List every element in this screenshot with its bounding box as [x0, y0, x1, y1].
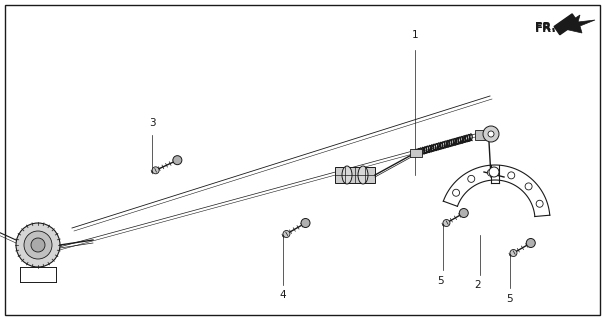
Text: FR.: FR.: [535, 22, 555, 32]
Text: 5: 5: [506, 294, 513, 304]
Text: 5: 5: [437, 276, 444, 286]
Text: 2: 2: [475, 280, 482, 290]
Bar: [335, 167, 375, 183]
Circle shape: [536, 200, 543, 207]
Circle shape: [24, 231, 52, 259]
Bar: [475, 130, 485, 140]
Text: 4: 4: [280, 290, 286, 300]
Text: 1: 1: [411, 30, 418, 40]
Circle shape: [483, 126, 499, 142]
Circle shape: [152, 167, 159, 174]
Circle shape: [489, 167, 499, 177]
Circle shape: [526, 238, 535, 247]
Circle shape: [488, 169, 494, 176]
Circle shape: [510, 250, 517, 257]
Circle shape: [16, 223, 60, 267]
Circle shape: [31, 238, 45, 252]
Circle shape: [459, 209, 468, 218]
Circle shape: [283, 230, 290, 237]
Polygon shape: [560, 15, 595, 33]
Polygon shape: [554, 14, 578, 35]
Circle shape: [525, 183, 532, 190]
Text: FR.: FR.: [535, 22, 557, 35]
Ellipse shape: [358, 166, 368, 184]
Text: 3: 3: [149, 118, 155, 128]
Circle shape: [508, 172, 515, 179]
Bar: [410, 149, 422, 157]
Circle shape: [468, 175, 475, 182]
Circle shape: [488, 131, 494, 137]
Circle shape: [453, 189, 460, 196]
Circle shape: [443, 220, 450, 227]
Circle shape: [301, 219, 310, 228]
Ellipse shape: [342, 166, 352, 184]
Circle shape: [173, 156, 182, 165]
